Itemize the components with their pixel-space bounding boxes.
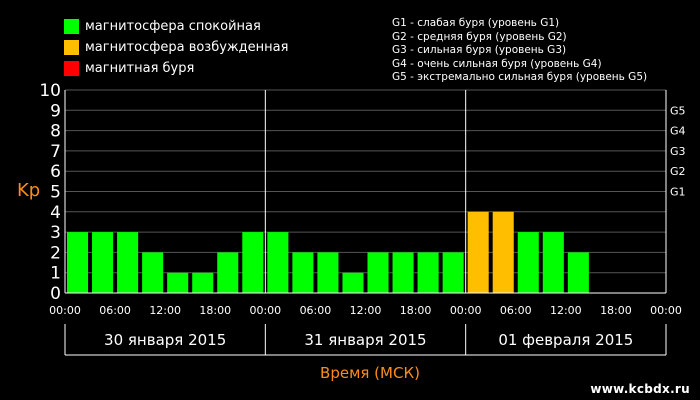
kp-bar (442, 252, 464, 293)
kp-bar (317, 252, 339, 293)
legend-active-label: магнитосфера возбужденная (85, 39, 289, 55)
kp-bar (167, 272, 189, 293)
legend-storm-label: магнитная буря (85, 60, 195, 76)
kp-bar (67, 232, 89, 293)
storm-legend-g2: G2 - средняя буря (уровень G2) (392, 30, 567, 43)
kp-bar (467, 211, 489, 293)
kp-bar (542, 232, 564, 293)
storm-legend-g4: G4 - очень сильная буря (уровень G4) (392, 57, 602, 70)
time-tick-label: 06:00 (500, 304, 532, 317)
kp-bar (342, 272, 364, 293)
storm-level-legend: G1 - слабая буря (уровень G1) G2 - средн… (392, 17, 647, 85)
y-tick-label: 2 (50, 243, 61, 263)
storm-legend-g1: G1 - слабая буря (уровень G1) (392, 17, 560, 29)
time-tick-label: 18:00 (400, 304, 432, 317)
day-label: 30 января 2015 (104, 331, 226, 349)
kp-bar (417, 252, 439, 293)
y-tick-label: 3 (50, 223, 61, 243)
g-level-label: G1 (670, 186, 686, 199)
legend-active-swatch (64, 39, 79, 55)
time-tick-label: 00:00 (650, 304, 682, 317)
y-tick-label: 1 (50, 264, 61, 284)
day-label: 01 февраля 2015 (498, 331, 633, 349)
y-tick-label: 10 (39, 81, 61, 101)
legend-storm: магнитная буря (64, 60, 194, 76)
time-tick-label: 00:00 (450, 304, 482, 317)
time-tick-label: 06:00 (99, 304, 131, 317)
time-tick-label: 00:00 (249, 304, 281, 317)
time-tick-label: 06:00 (300, 304, 332, 317)
y-tick-label: 7 (50, 142, 61, 162)
legend-quiet: магнитосфера спокойная (64, 18, 261, 34)
kp-bar (242, 232, 264, 293)
y-axis-label: Kp (17, 180, 41, 201)
kp-bar (92, 232, 114, 293)
y-tick-label: 5 (50, 183, 61, 203)
g-level-label: G3 (670, 145, 686, 158)
kp-bar (217, 252, 239, 293)
kp-bar (367, 252, 389, 293)
kp-bar (292, 252, 314, 293)
g-level-label: G2 (670, 165, 686, 178)
storm-legend-g5: G5 - экстремально сильная буря (уровень … (392, 71, 648, 83)
g-level-label: G5 (670, 104, 686, 117)
y-tick-label: 0 (50, 284, 61, 304)
g-level-label: G4 (670, 125, 686, 138)
kp-bar (192, 272, 214, 293)
y-tick-label: 8 (50, 122, 61, 142)
kp-bar (392, 252, 414, 293)
x-axis-title: Время (МСК) (320, 364, 420, 382)
watermark: www.kcbdx.ru (590, 382, 690, 396)
time-tick-label: 18:00 (199, 304, 231, 317)
legend-active: магнитосфера возбужденная (64, 39, 288, 55)
time-tick-label: 00:00 (49, 304, 81, 317)
y-tick-label: 4 (50, 203, 61, 223)
y-tick-label: 9 (50, 101, 61, 121)
legend-quiet-swatch (64, 18, 79, 34)
day-label: 31 января 2015 (304, 331, 426, 349)
legend-quiet-label: магнитосфера спокойная (85, 18, 261, 34)
time-tick-label: 12:00 (149, 304, 181, 317)
legend-storm-swatch (64, 60, 79, 76)
time-tick-label: 12:00 (550, 304, 582, 317)
kp-bar (267, 232, 289, 293)
kp-bar (492, 211, 514, 293)
y-tick-label: 6 (50, 162, 61, 182)
storm-legend-g3: G3 - сильная буря (уровень G3) (392, 44, 567, 56)
kp-bar (142, 252, 164, 293)
kp-bar (517, 232, 539, 293)
kp-bar (117, 232, 139, 293)
time-tick-label: 18:00 (600, 304, 632, 317)
kp-bar (567, 252, 589, 293)
time-tick-label: 12:00 (350, 304, 382, 317)
